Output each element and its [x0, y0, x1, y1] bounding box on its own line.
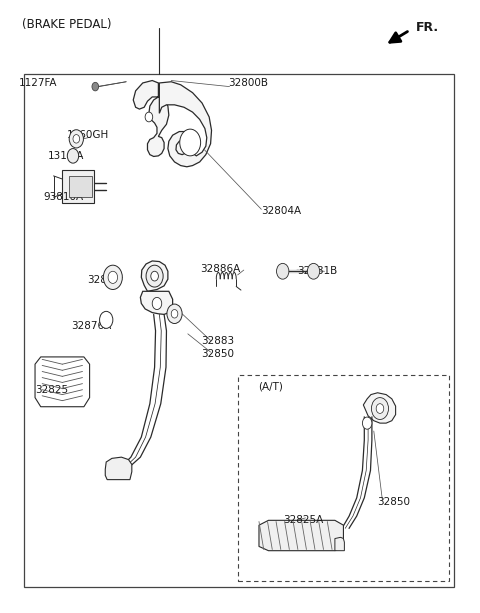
Circle shape [362, 417, 372, 429]
Circle shape [108, 272, 118, 283]
Circle shape [103, 265, 122, 289]
Polygon shape [259, 520, 343, 550]
Text: 32850: 32850 [201, 349, 234, 359]
Polygon shape [62, 170, 95, 204]
Polygon shape [159, 82, 212, 167]
Polygon shape [69, 176, 92, 197]
Polygon shape [140, 291, 173, 314]
Circle shape [92, 82, 98, 91]
Circle shape [276, 264, 289, 279]
Text: 32883: 32883 [87, 275, 120, 285]
Circle shape [145, 112, 153, 122]
Polygon shape [35, 357, 90, 407]
Text: 32881B: 32881B [297, 266, 337, 276]
Circle shape [73, 135, 80, 143]
Text: (A/T): (A/T) [258, 382, 283, 392]
Circle shape [180, 129, 201, 156]
Polygon shape [363, 393, 396, 423]
Circle shape [69, 130, 84, 148]
Circle shape [99, 311, 113, 329]
Text: 1127FA: 1127FA [19, 78, 57, 88]
Circle shape [152, 297, 162, 310]
Polygon shape [133, 80, 169, 156]
Circle shape [307, 264, 320, 279]
Text: 32876A: 32876A [72, 321, 112, 331]
Circle shape [372, 398, 388, 419]
Polygon shape [105, 457, 132, 479]
Text: 32804A: 32804A [261, 205, 301, 216]
Polygon shape [141, 261, 168, 291]
Text: 32825A: 32825A [283, 516, 323, 525]
Text: FR.: FR. [416, 21, 439, 34]
Circle shape [167, 304, 182, 324]
Text: 93810A: 93810A [43, 192, 83, 202]
Circle shape [171, 310, 178, 318]
Bar [24, 74, 454, 587]
Text: 1310JA: 1310JA [48, 151, 84, 161]
Text: (BRAKE PEDAL): (BRAKE PEDAL) [22, 18, 111, 31]
Circle shape [146, 265, 163, 287]
Text: 32800B: 32800B [228, 78, 268, 88]
Text: 32850: 32850 [378, 497, 410, 507]
Text: 32825: 32825 [35, 386, 68, 395]
Circle shape [67, 148, 79, 163]
Circle shape [376, 404, 384, 413]
Text: 32883: 32883 [201, 335, 234, 346]
Text: 1360GH: 1360GH [67, 130, 109, 140]
Polygon shape [335, 538, 344, 550]
Bar [238, 375, 449, 581]
Circle shape [151, 272, 158, 281]
Text: 32886A: 32886A [200, 264, 240, 274]
